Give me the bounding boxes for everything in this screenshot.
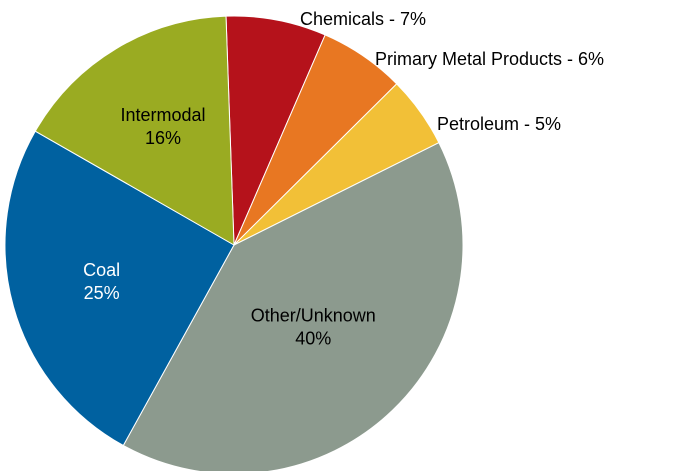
pie-slice	[122, 141, 464, 471]
slice-label: Chemicals - 7%	[300, 9, 426, 29]
pie-slice	[34, 15, 235, 246]
slice-value: 40%	[295, 328, 331, 348]
pie-slice	[225, 15, 326, 246]
slice-name: Coal	[83, 260, 120, 280]
slice-label: Petroleum - 5%	[437, 114, 561, 134]
slice-name: Intermodal	[121, 105, 206, 125]
slice-label: Primary Metal Products - 6%	[375, 49, 604, 69]
slice-value: 25%	[84, 283, 120, 303]
slice-value: 16%	[145, 128, 181, 148]
slice-name: Other/Unknown	[251, 305, 376, 325]
pie-slice	[4, 130, 235, 447]
